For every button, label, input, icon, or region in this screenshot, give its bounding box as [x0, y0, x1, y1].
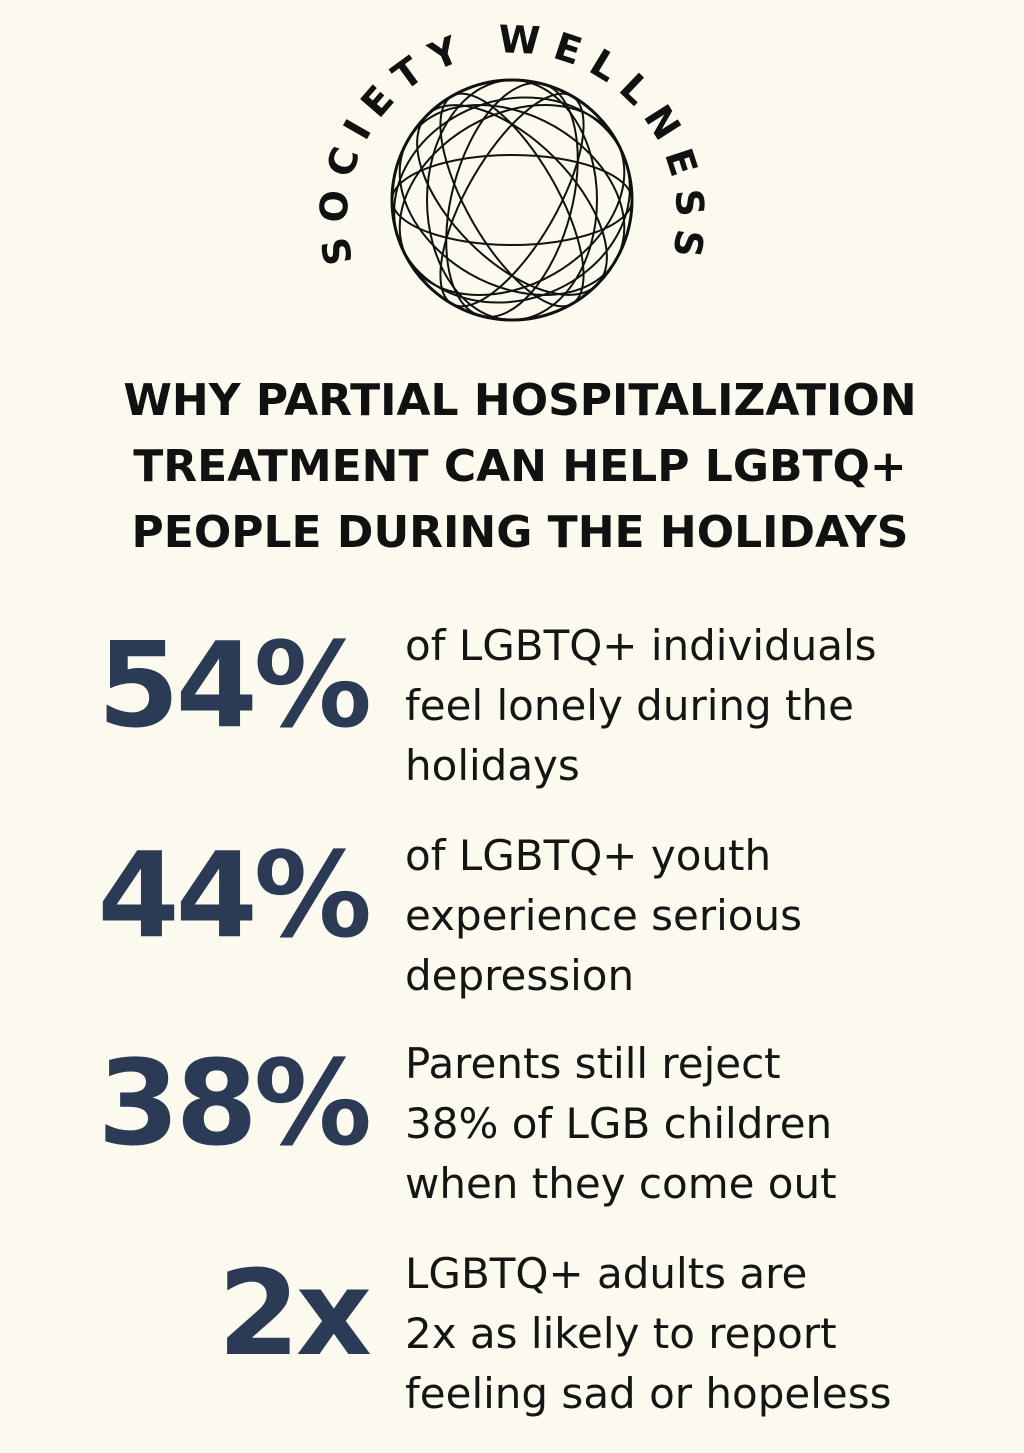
stat-description: feel lonely during the	[405, 681, 854, 730]
title-line: TREATMENT CAN HELP LGBTQ+	[133, 441, 907, 492]
stat: 38% Parents still reject 38% of LGB childr…	[98, 1034, 837, 1208]
title-line: PEOPLE DURING THE HOLIDAYS	[132, 507, 909, 558]
stats: 54% of LGBTQ+ individuals feel lonely duri…	[98, 616, 892, 1418]
stat-figure: 54%	[98, 616, 369, 754]
stat-description: LGBTQ+ adults are	[405, 1249, 807, 1298]
stat-description: feeling sad or hopeless	[405, 1369, 891, 1418]
stat-description: of LGBTQ+ youth	[405, 831, 771, 880]
stat-description: depression	[405, 951, 634, 1000]
stat: 2x LGBTQ+ adults are 2x as likely to repor…	[218, 1244, 892, 1418]
stat: 44% of LGBTQ+ youth experience serious depr…	[98, 826, 802, 1000]
stat-figure: 44%	[98, 826, 369, 964]
stat-description: 2x as likely to report	[405, 1309, 837, 1358]
stat-description: experience serious	[405, 891, 802, 940]
stat: 54% of LGBTQ+ individuals feel lonely duri…	[98, 616, 877, 790]
stat-description: holidays	[405, 741, 580, 790]
stat-figure: 38%	[98, 1034, 369, 1172]
title: WHY PARTIAL HOSPITALIZATION TREATMENT CAN…	[123, 375, 916, 558]
title-line: WHY PARTIAL HOSPITALIZATION	[123, 375, 916, 426]
stat-description: of LGBTQ+ individuals	[405, 621, 877, 670]
stat-description: when they come out	[405, 1159, 837, 1208]
globe	[390, 78, 634, 322]
stat-figure: 2x	[218, 1244, 371, 1382]
stat-description: Parents still reject	[405, 1039, 781, 1088]
stat-description: 38% of LGB children	[405, 1099, 832, 1148]
